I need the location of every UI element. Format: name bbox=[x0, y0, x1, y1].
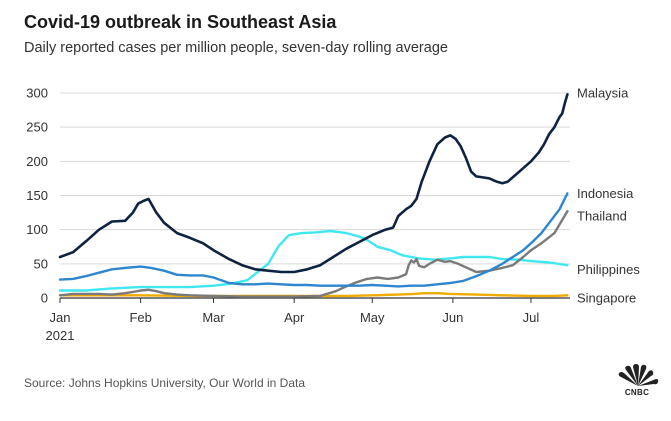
y-tick-label: 250 bbox=[26, 120, 48, 135]
cnbc-logo-text: CNBC bbox=[624, 388, 650, 397]
series-label-singapore: Singapore bbox=[577, 291, 636, 306]
y-tick-label: 150 bbox=[26, 188, 48, 203]
y-tick-label: 100 bbox=[26, 222, 48, 237]
line-chart: 0 50 100 150 200 250 300 Jan 2021 Feb Mar Apr May Jun… bbox=[26, 86, 640, 344]
x-tick-label: Jul bbox=[523, 310, 540, 325]
series-label-philippines: Philippines bbox=[577, 262, 640, 277]
series-label-layer: Malaysia Indonesia Thailand Philippines Sing… bbox=[577, 86, 640, 306]
y-tick-label: 300 bbox=[26, 86, 48, 101]
series-label-thailand: Thailand bbox=[577, 209, 627, 224]
series-label-malaysia: Malaysia bbox=[577, 86, 629, 101]
series-line-philippines bbox=[58, 229, 569, 292]
y-tick-label: 200 bbox=[26, 154, 48, 169]
cnbc-peacock-logo bbox=[618, 364, 659, 386]
y-tick-label: 50 bbox=[34, 256, 48, 271]
series-layer bbox=[58, 93, 569, 298]
series-line-malaysia bbox=[58, 93, 569, 274]
x-tick-label: Jun bbox=[442, 310, 463, 325]
x-tick-label: Apr bbox=[284, 310, 305, 325]
chart-subtitle: Daily reported cases per million people,… bbox=[24, 40, 448, 56]
chart-title: Covid-19 outbreak in Southeast Asia bbox=[24, 12, 337, 32]
x-tick-label: Feb bbox=[129, 310, 151, 325]
series-line-indonesia bbox=[58, 192, 569, 288]
x-tick-label: Mar bbox=[202, 310, 225, 325]
x-tick-year-label: 2021 bbox=[46, 328, 75, 343]
axis-layer: 0 50 100 150 200 250 300 Jan 2021 Feb Mar Apr May Jun… bbox=[26, 86, 539, 344]
x-tick-label: May bbox=[360, 310, 385, 325]
grid-layer bbox=[60, 92, 570, 299]
source-note: Source: Johns Hopkins University, Our Wo… bbox=[24, 376, 305, 390]
y-tick-label: 0 bbox=[41, 291, 48, 306]
x-tick-label: Jan bbox=[50, 310, 71, 325]
series-line-thailand bbox=[58, 209, 569, 298]
series-label-indonesia: Indonesia bbox=[577, 186, 634, 201]
